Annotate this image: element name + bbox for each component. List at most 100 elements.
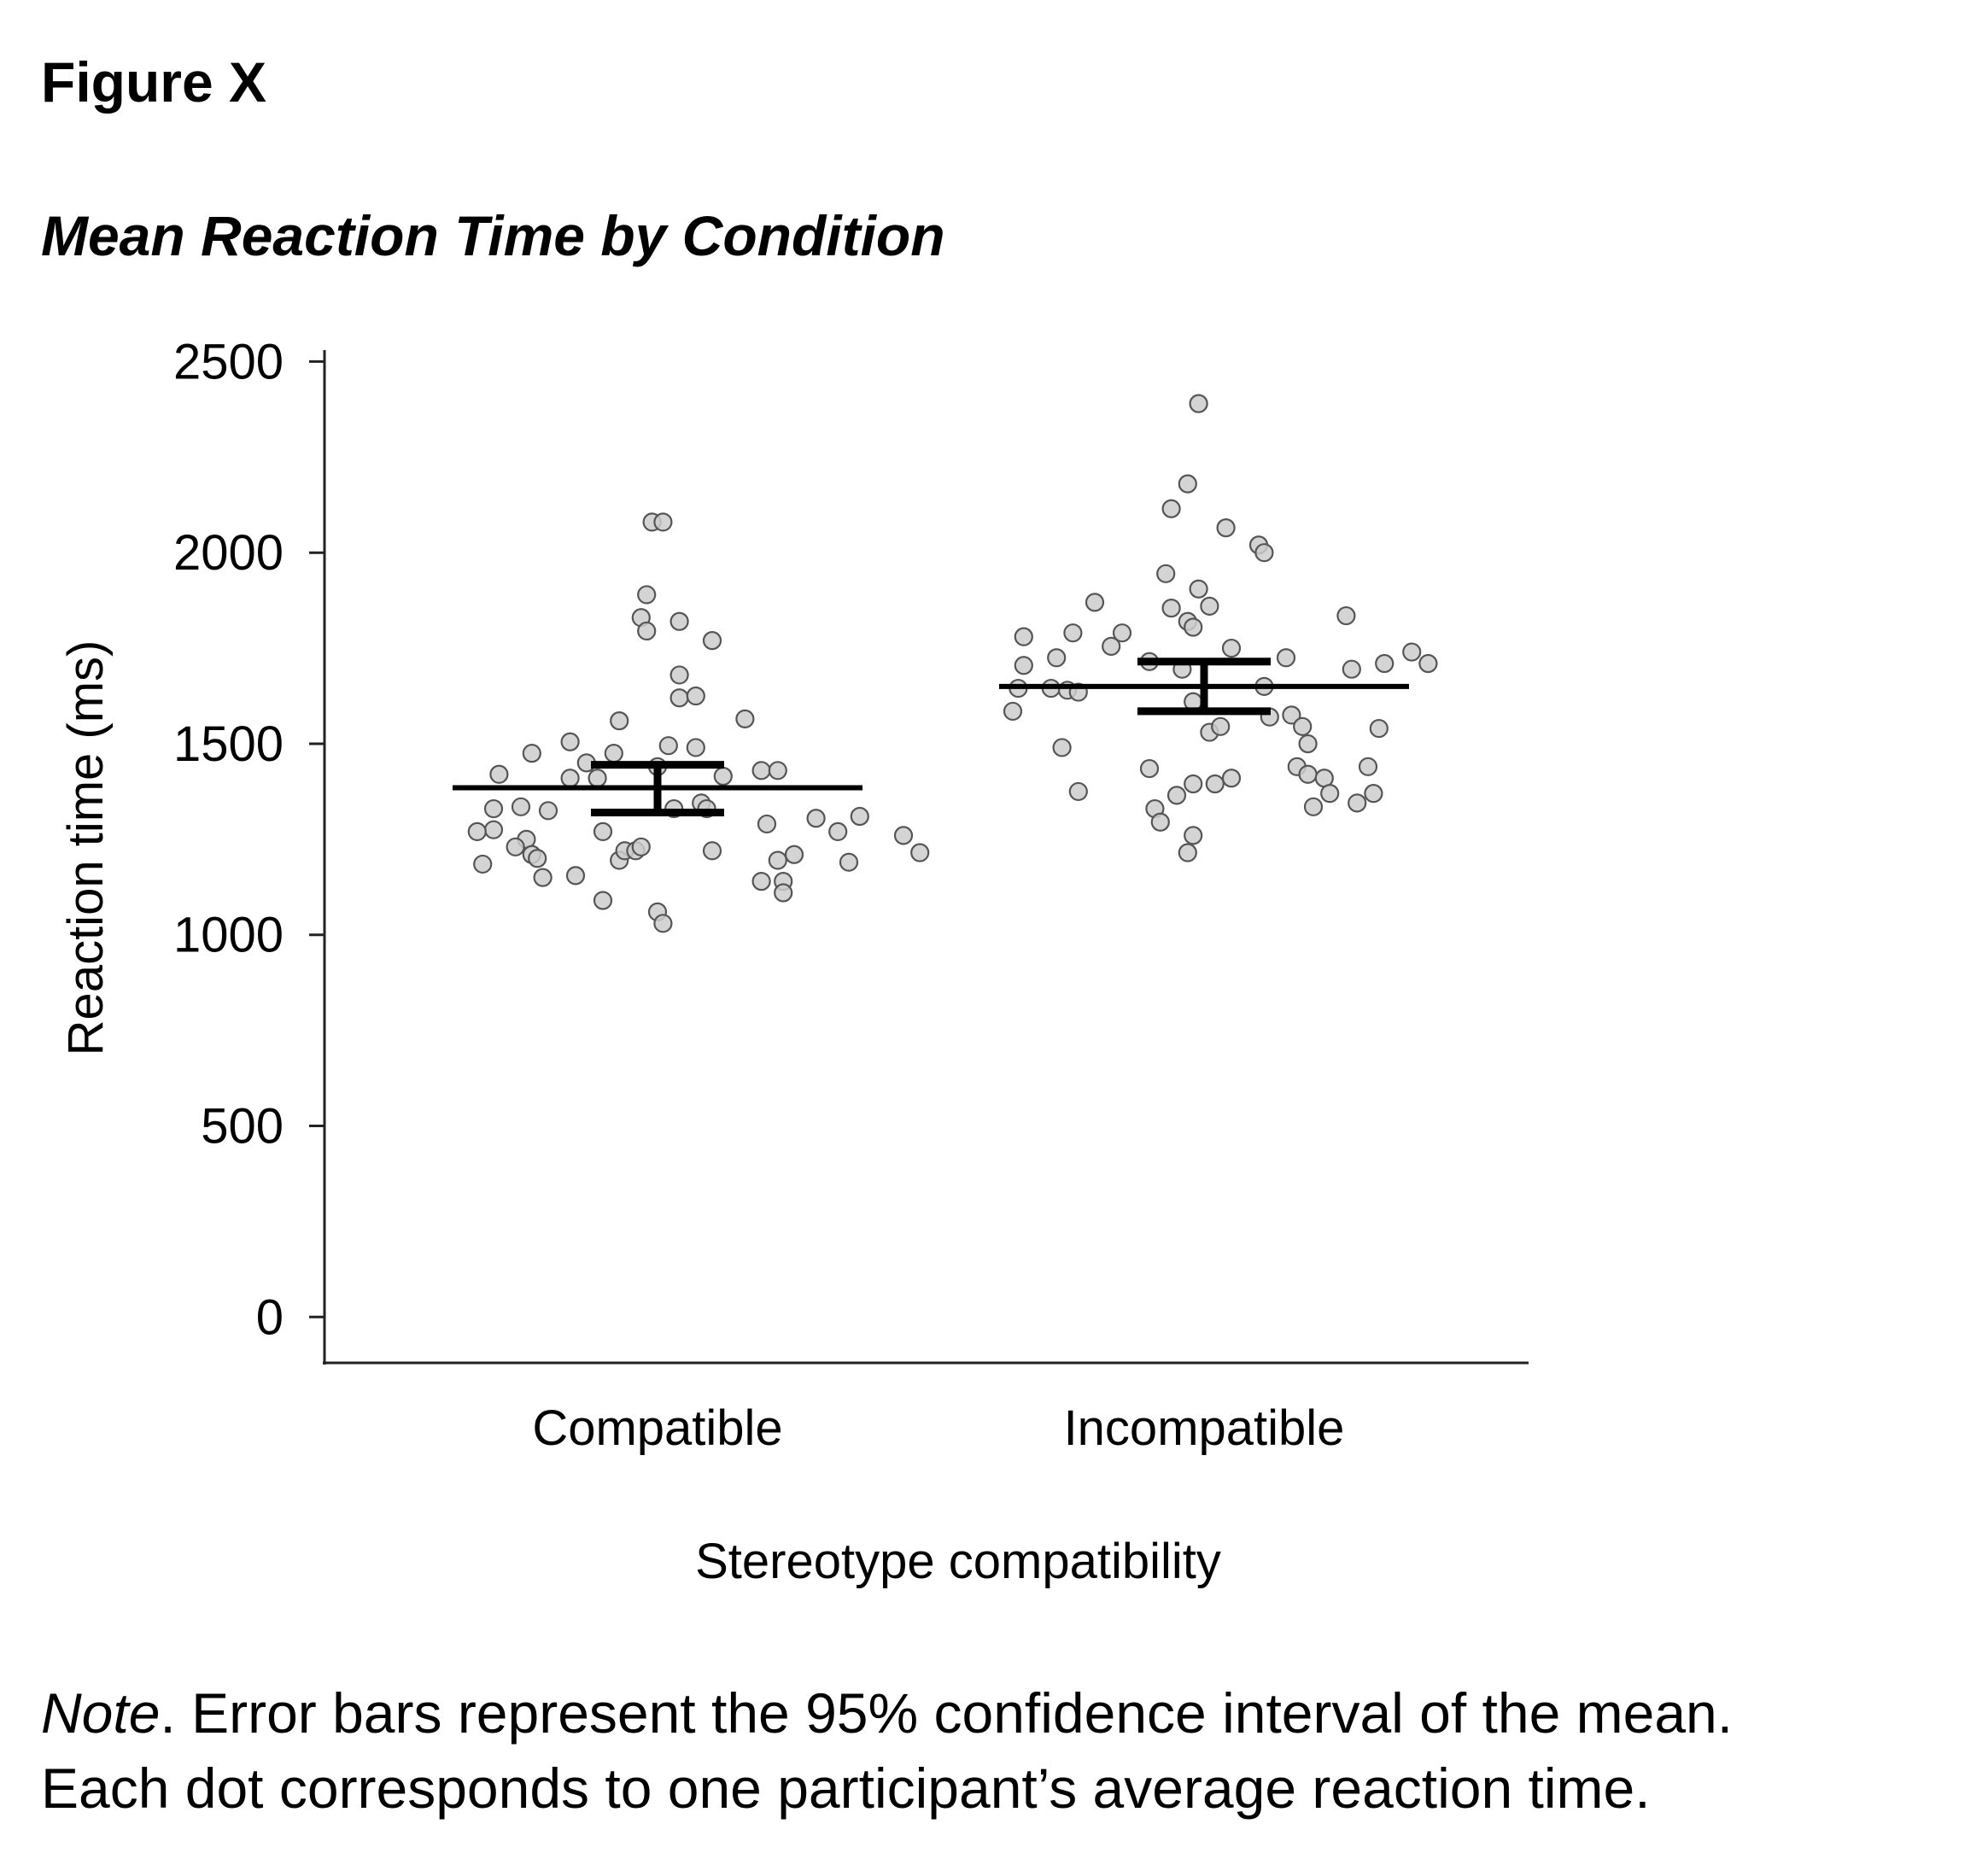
data-point <box>1348 793 1367 813</box>
data-point <box>768 851 787 870</box>
data-point <box>560 732 580 751</box>
data-point <box>751 871 771 892</box>
scatter-chart: 0 500 1000 1500 2000 2500 Compatible Incompati… <box>58 334 1529 1589</box>
data-point <box>610 711 629 731</box>
data-point <box>1276 648 1296 668</box>
data-point <box>593 821 613 842</box>
data-point <box>850 806 869 827</box>
data-point <box>1014 656 1033 675</box>
data-point <box>1293 716 1313 736</box>
data-point <box>1320 784 1340 804</box>
data-point <box>1112 623 1132 643</box>
data-point <box>713 766 733 786</box>
data-point <box>1068 781 1088 802</box>
data-point <box>1402 642 1422 662</box>
data-point <box>506 837 525 856</box>
data-point <box>686 686 705 706</box>
data-point <box>1369 718 1389 739</box>
data-point <box>565 866 586 886</box>
data-point <box>910 843 930 862</box>
data-point <box>1298 764 1318 784</box>
data-point <box>467 821 487 842</box>
data-point <box>653 914 673 933</box>
data-point <box>839 852 859 872</box>
data-point <box>1063 623 1083 643</box>
data-point <box>637 585 657 605</box>
data-point <box>533 868 553 887</box>
x-axis-ticks: Compatible Incompatible <box>532 1400 1344 1456</box>
data-point <box>483 798 504 819</box>
y-tick-label-1500: 1500 <box>173 716 284 772</box>
data-point <box>1216 518 1236 538</box>
data-point <box>1184 774 1203 794</box>
data-point <box>653 512 673 532</box>
data-point <box>1189 394 1208 413</box>
y-tick-label-0: 0 <box>256 1289 284 1345</box>
data-point <box>1336 605 1356 626</box>
data-point <box>1139 758 1160 779</box>
data-point <box>1102 636 1121 656</box>
data-point <box>757 814 777 834</box>
data-point <box>1205 774 1225 794</box>
data-point <box>806 809 826 828</box>
figure-label: Figure X <box>41 50 267 114</box>
data-point <box>1150 812 1170 832</box>
figure-note: Note. Error bars represent the 95% confi… <box>41 1675 1962 1826</box>
data-point <box>893 826 914 845</box>
data-point <box>522 744 541 763</box>
note-text-1: . Error bars represent the 95% confidenc… <box>160 1681 1734 1745</box>
data-point <box>1156 564 1176 583</box>
data-point <box>1178 843 1197 862</box>
data-point <box>658 736 678 756</box>
data-point <box>702 631 722 651</box>
data-point <box>489 764 509 784</box>
data-point <box>1342 659 1361 679</box>
data-point <box>473 854 493 874</box>
data-point <box>637 621 657 641</box>
mean-and-ci <box>453 658 1409 817</box>
y-tick-label-2000: 2000 <box>173 525 284 581</box>
x-tick-label-incompatible: Incompatible <box>1064 1400 1345 1456</box>
data-point <box>735 709 755 728</box>
data-point <box>669 665 689 685</box>
data-point <box>751 761 771 780</box>
data-point <box>686 738 705 757</box>
x-tick-label-compatible: Compatible <box>532 1400 782 1456</box>
y-axis-label: Reaction time (ms) <box>58 640 114 1056</box>
data-point <box>560 769 580 788</box>
data-point <box>1047 648 1067 668</box>
data-point <box>588 769 607 788</box>
data-point <box>1184 826 1203 845</box>
data-point <box>1221 769 1242 788</box>
data-point <box>669 688 689 708</box>
y-tick-label-1000: 1000 <box>173 908 284 963</box>
x-axis-label: Stereotype compatibility <box>695 1534 1221 1589</box>
data-point <box>593 891 613 910</box>
data-point <box>1003 701 1023 722</box>
data-point <box>483 820 504 839</box>
data-point <box>1161 598 1181 618</box>
data-point <box>774 883 793 903</box>
data-point <box>528 849 547 868</box>
data-point <box>1254 543 1274 563</box>
data-point <box>604 744 623 763</box>
data-point <box>1014 627 1033 646</box>
data-point <box>1375 653 1395 674</box>
y-tick-label-500: 500 <box>201 1099 284 1155</box>
note-label: Note <box>41 1681 161 1745</box>
data-point <box>1221 638 1242 658</box>
data-point <box>1166 786 1187 805</box>
data-points <box>467 394 1438 933</box>
data-point <box>511 797 531 816</box>
data-point <box>784 845 804 864</box>
data-point <box>1184 617 1203 637</box>
y-axis-ticks: 0 500 1000 1500 2000 2500 <box>173 334 325 1345</box>
data-point <box>1298 734 1318 754</box>
data-point <box>828 821 848 842</box>
data-point <box>669 611 689 631</box>
data-point <box>1211 716 1231 736</box>
data-point <box>702 841 722 861</box>
note-line-1: Note. Error bars represent the 95% confi… <box>41 1675 1962 1751</box>
y-tick-label-2500: 2500 <box>173 334 284 389</box>
data-point <box>631 837 651 856</box>
